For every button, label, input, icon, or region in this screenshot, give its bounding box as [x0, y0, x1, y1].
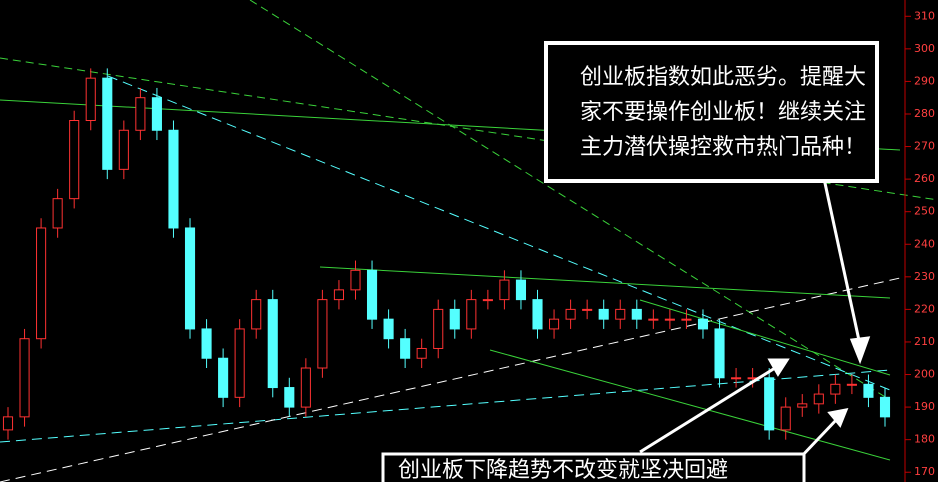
y-tick-label: 220	[914, 302, 935, 315]
y-tick-label: 180	[914, 433, 935, 446]
candle-body	[565, 308, 576, 320]
candle-body	[300, 367, 311, 408]
candle-body	[846, 383, 857, 386]
y-tick-label: 190	[914, 400, 935, 413]
annotation: 主力潜伏操控救市热门品种！	[580, 135, 866, 160]
candle-body	[681, 318, 692, 321]
y-tick-label: 240	[914, 237, 935, 250]
y-tick-label: 280	[914, 107, 935, 120]
candle-body	[218, 357, 229, 398]
candle-body	[85, 77, 96, 121]
candle-body	[2, 416, 14, 431]
candle-body	[598, 308, 609, 320]
candle-body	[813, 393, 824, 405]
y-axis-ticks: 170 180 190 200 210 220 230 240 250 260 270 280 290 3…	[905, 9, 935, 478]
y-tick-label: 310	[914, 9, 935, 22]
y-tick-label: 290	[914, 74, 935, 87]
y-tick-label: 200	[914, 368, 935, 381]
candle-body	[383, 318, 394, 340]
candle-body	[366, 269, 378, 320]
candle-body	[102, 77, 113, 170]
annotation-box	[544, 41, 879, 183]
annotation-box	[381, 452, 806, 482]
trend-line	[249, 0, 891, 401]
candle-body	[284, 387, 295, 408]
candle-body	[118, 129, 129, 170]
trend-line	[107, 75, 891, 391]
candle-body	[184, 227, 196, 330]
candle-body	[168, 129, 179, 229]
candle-body	[317, 299, 328, 369]
candle-body	[780, 406, 791, 431]
candle-body	[19, 338, 30, 418]
candle-body	[631, 308, 642, 320]
candle-body	[615, 308, 626, 320]
candle-body	[201, 328, 212, 359]
y-tick-label: 170	[914, 465, 935, 478]
y-tick-label: 210	[914, 335, 935, 348]
trend-line	[489, 349, 891, 461]
candle-body	[52, 198, 63, 229]
candle-body	[333, 289, 344, 301]
candle-body	[515, 279, 527, 301]
candle-body	[350, 269, 361, 291]
candle-body	[433, 308, 444, 349]
candle-body	[234, 328, 245, 398]
trend-line	[319, 266, 891, 299]
candle-body	[532, 299, 543, 330]
candle-body	[482, 299, 493, 302]
trend-line	[639, 299, 891, 376]
candle-body	[764, 377, 775, 431]
y-tick-label: 300	[914, 42, 935, 55]
candle-body	[797, 403, 808, 408]
trend-line	[0, 369, 891, 443]
y-tick-label: 260	[914, 172, 935, 185]
candle-body	[400, 338, 411, 359]
y-tick-label: 270	[914, 140, 935, 153]
candle-body	[830, 383, 841, 395]
candles	[2, 68, 891, 440]
candle-body	[863, 383, 874, 398]
candle-body	[135, 97, 146, 131]
candle-body	[731, 377, 742, 380]
trend-line	[0, 277, 901, 482]
candle-body	[69, 120, 80, 200]
annotation: 创业板下降趋势不改变就坚决回避	[398, 458, 728, 482]
candle-body	[582, 308, 593, 311]
annotation: 家不要操作创业板！继续关注	[580, 100, 866, 125]
candle-body	[251, 299, 262, 330]
trend-line	[0, 57, 938, 201]
candle-body	[36, 227, 47, 340]
candle-body	[267, 299, 278, 389]
candle-body	[879, 396, 891, 418]
arrows	[639, 159, 871, 460]
candle-body	[549, 318, 560, 330]
candle-body	[714, 328, 725, 379]
y-tick-label: 230	[914, 270, 935, 283]
candle-body	[466, 299, 477, 330]
annotation: 创业板指数如此恶劣。提醒大	[580, 65, 866, 90]
candle-body	[449, 308, 460, 330]
candle-body	[664, 318, 675, 321]
candle-body	[499, 279, 510, 301]
candle-body	[416, 347, 427, 359]
candle-body	[697, 318, 709, 330]
candle-body	[151, 97, 162, 131]
y-tick-label: 250	[914, 205, 935, 218]
candle-body	[648, 318, 659, 321]
